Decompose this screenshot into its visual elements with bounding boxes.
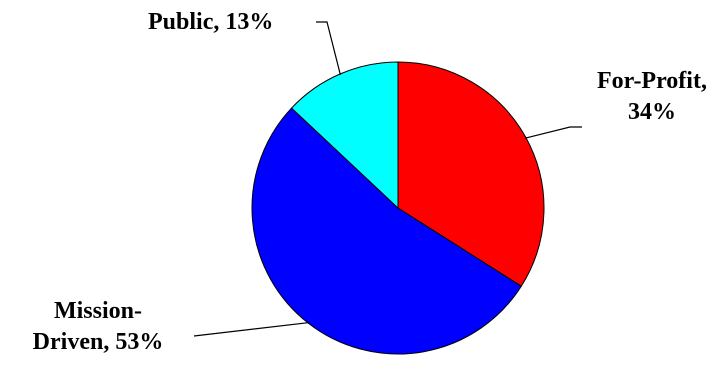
leader-line-for-profit bbox=[524, 126, 582, 139]
leader-line-mission-driven bbox=[193, 321, 310, 337]
slice-label-for-profit-line1: For-Profit, bbox=[597, 68, 707, 94]
slice-label-for-profit-line2: 34% bbox=[628, 99, 676, 125]
slice-label-mission-driven: Mission- Driven, 53% bbox=[0, 296, 196, 358]
pie-slice-mission-driven bbox=[251, 107, 522, 355]
slice-label-public: Public, 13% bbox=[148, 7, 273, 38]
slice-label-mission-driven-line1: Mission- bbox=[53, 298, 142, 324]
slice-label-public-text: Public, 13% bbox=[148, 9, 274, 35]
slice-label-for-profit: For-Profit, 34% bbox=[577, 66, 727, 128]
slice-label-mission-driven-line2: Driven, 53% bbox=[32, 329, 164, 355]
leader-line-public bbox=[316, 21, 341, 76]
